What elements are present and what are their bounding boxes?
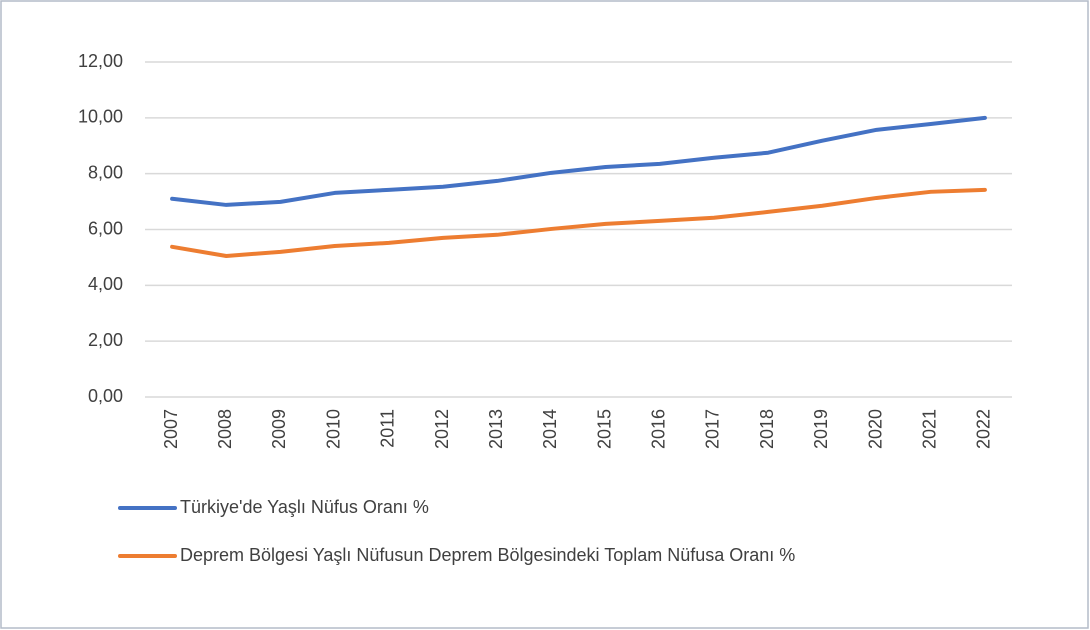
legend-label: Türkiye'de Yaşlı Nüfus Oranı % (180, 497, 429, 517)
x-tick-label: 2007 (161, 409, 181, 449)
y-tick-label: 0,00 (88, 386, 123, 406)
y-tick-label: 6,00 (88, 218, 123, 238)
y-tick-label: 10,00 (78, 107, 123, 127)
series-line (170, 187, 987, 259)
series-line (170, 115, 987, 207)
x-tick-label: 2011 (378, 409, 398, 448)
x-tick-label: 2010 (323, 409, 343, 449)
x-tick-label: 2009 (269, 409, 289, 449)
y-tick-label: 4,00 (88, 274, 123, 294)
x-tick-label: 2021 (919, 409, 939, 449)
x-tick-label: 2014 (540, 409, 560, 449)
x-tick-label: 2012 (432, 409, 452, 449)
y-tick-label: 12,00 (78, 51, 123, 71)
x-tick-label: 2018 (757, 409, 777, 449)
x-tick-label: 2015 (594, 409, 614, 449)
x-tick-label: 2017 (703, 409, 723, 449)
x-tick-label: 2016 (649, 409, 669, 449)
x-tick-label: 2008 (215, 409, 235, 449)
x-tick-label: 2020 (865, 409, 885, 449)
x-tick-label: 2013 (486, 409, 506, 449)
x-tick-label: 2022 (974, 409, 994, 449)
y-tick-label: 2,00 (88, 330, 123, 350)
x-tick-label: 2019 (811, 409, 831, 449)
legend-label: Deprem Bölgesi Yaşlı Nüfusun Deprem Bölg… (180, 545, 795, 565)
y-tick-label: 8,00 (88, 162, 123, 182)
